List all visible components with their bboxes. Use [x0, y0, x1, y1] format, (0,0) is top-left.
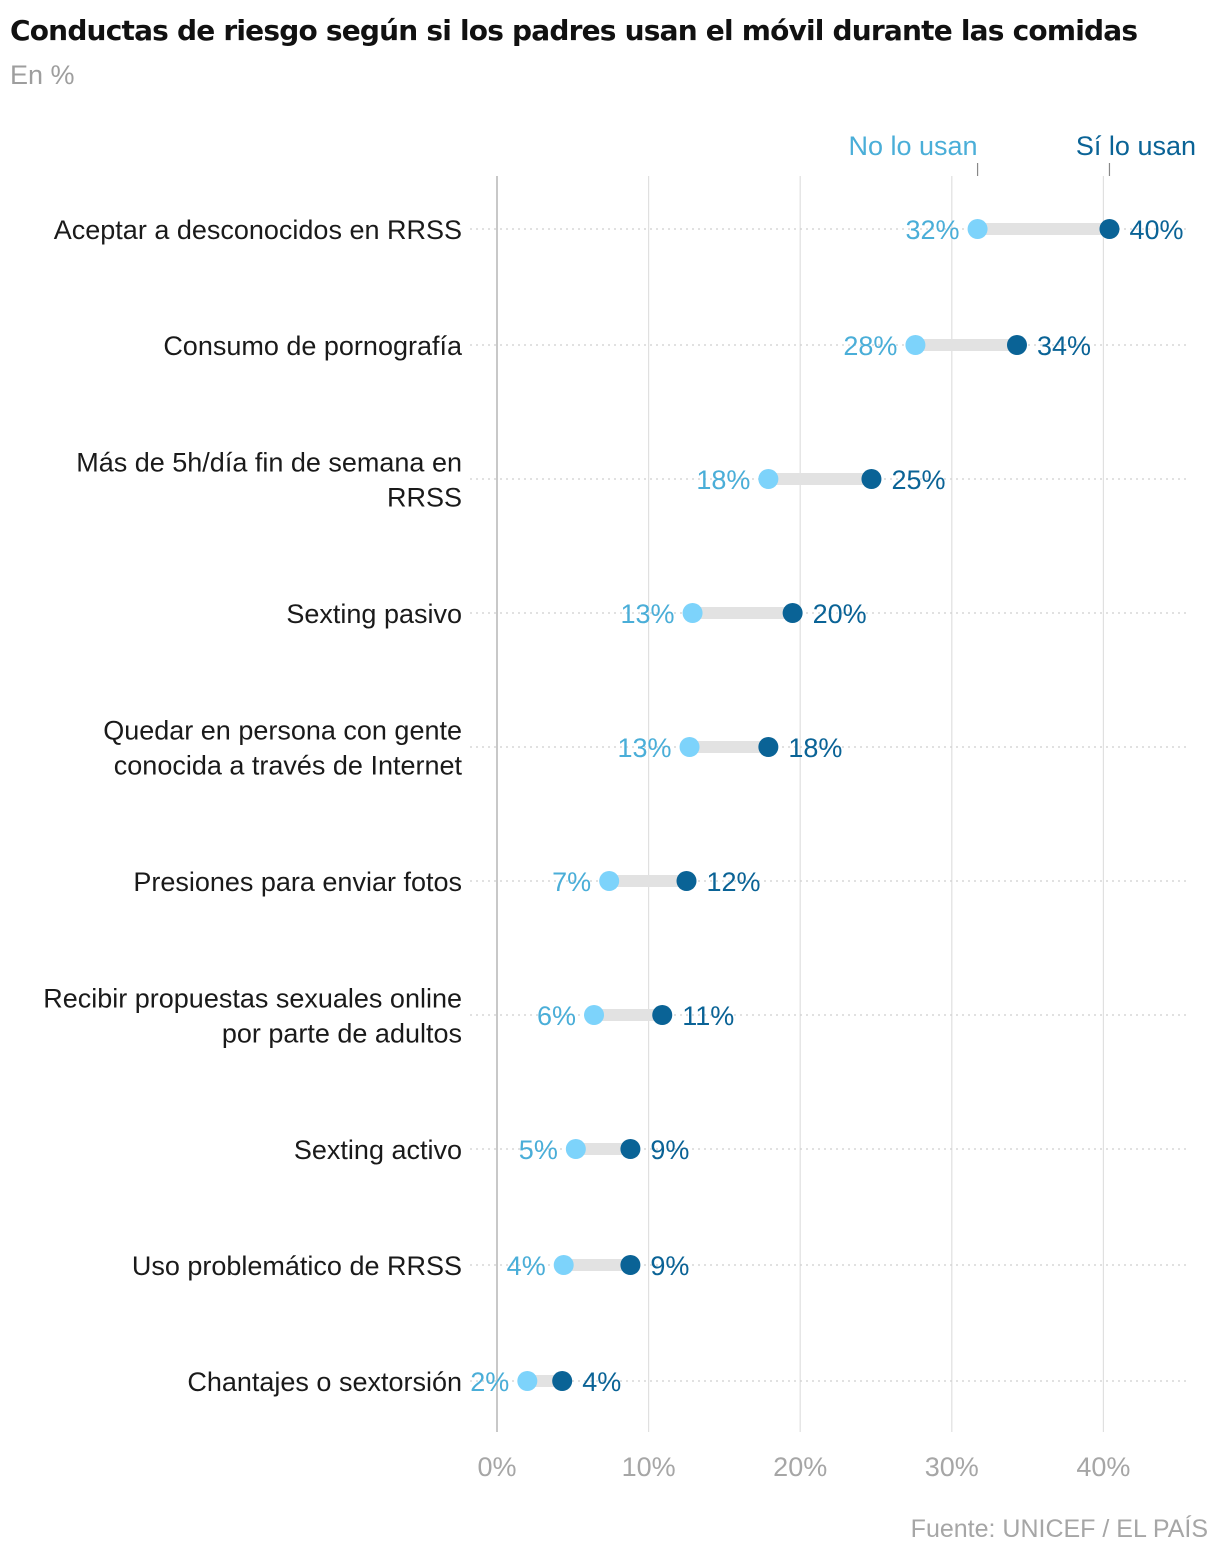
dumbbell-chart: 0% 10% 20% 30% 40% Aceptar a desconocidos en …	[43, 131, 1196, 1482]
value-label-si-lo-usan: 25%	[891, 465, 945, 495]
x-tick-label: 40%	[1076, 1452, 1130, 1482]
dot-no-lo-usan	[565, 1139, 586, 1159]
legend-si-lo-usan: Sí lo usan	[1076, 131, 1196, 161]
category-label: Sexting activo	[294, 1135, 462, 1165]
value-label-no-lo-usan: 2%	[470, 1367, 509, 1397]
value-label-si-lo-usan: 34%	[1037, 331, 1091, 361]
dot-no-lo-usan	[584, 1005, 605, 1025]
category-label: Chantajes o sextorsión	[187, 1367, 462, 1397]
dot-no-lo-usan	[553, 1255, 574, 1275]
dot-no-lo-usan	[905, 335, 926, 355]
value-label-si-lo-usan: 11%	[682, 1001, 734, 1031]
value-label-no-lo-usan: 28%	[843, 331, 897, 361]
value-label-no-lo-usan: 18%	[696, 465, 750, 495]
value-label-si-lo-usan: 18%	[788, 733, 842, 763]
value-label-si-lo-usan: 12%	[707, 867, 761, 897]
value-label-no-lo-usan: 13%	[621, 599, 675, 629]
value-label-si-lo-usan: 40%	[1129, 215, 1183, 245]
dot-si-lo-usan	[552, 1371, 573, 1391]
dot-si-lo-usan	[1099, 219, 1120, 239]
value-label-no-lo-usan: 4%	[507, 1251, 546, 1281]
dot-si-lo-usan	[861, 469, 882, 489]
category-label: Más de 5h/día fin de semana en	[76, 448, 462, 478]
value-label-no-lo-usan: 13%	[617, 733, 671, 763]
dot-no-lo-usan	[758, 469, 779, 489]
value-label-no-lo-usan: 6%	[537, 1001, 576, 1031]
chart-subtitle: En %	[10, 60, 75, 90]
dot-si-lo-usan	[1006, 335, 1027, 355]
legend-no-lo-usan: No lo usan	[848, 131, 977, 161]
category-label: Sexting pasivo	[286, 599, 462, 629]
category-label: Presiones para enviar fotos	[133, 867, 462, 897]
dot-si-lo-usan	[652, 1005, 673, 1025]
dot-no-lo-usan	[682, 603, 703, 623]
value-label-no-lo-usan: 7%	[552, 867, 591, 897]
category-label: RRSS	[387, 483, 462, 513]
chart-title: Conductas de riesgo según si los padres …	[10, 14, 1138, 47]
dot-no-lo-usan	[517, 1371, 538, 1391]
value-label-si-lo-usan: 4%	[582, 1367, 621, 1397]
dot-no-lo-usan	[599, 871, 620, 891]
dot-no-lo-usan	[967, 219, 988, 239]
value-label-no-lo-usan: 5%	[519, 1135, 558, 1165]
category-label: Aceptar a desconocidos en RRSS	[54, 215, 462, 245]
x-tick-label: 0%	[477, 1452, 516, 1482]
x-tick-label: 10%	[622, 1452, 676, 1482]
dot-si-lo-usan	[758, 737, 779, 757]
category-label: Quedar en persona con gente	[103, 716, 462, 746]
x-tick-label: 20%	[773, 1452, 827, 1482]
category-label: Consumo de pornografía	[163, 331, 463, 361]
category-label: conocida a través de Internet	[114, 751, 463, 781]
category-label: por parte de adultos	[222, 1019, 462, 1049]
category-label: Recibir propuestas sexuales online	[43, 984, 462, 1014]
x-tick-label: 30%	[925, 1452, 979, 1482]
value-label-si-lo-usan: 20%	[813, 599, 867, 629]
dot-si-lo-usan	[620, 1255, 641, 1275]
dot-si-lo-usan	[782, 603, 803, 623]
value-label-si-lo-usan: 9%	[650, 1135, 689, 1165]
dot-si-lo-usan	[620, 1139, 641, 1159]
value-label-no-lo-usan: 32%	[906, 215, 960, 245]
source-note: Fuente: UNICEF / EL PAÍS	[910, 1515, 1208, 1543]
dot-si-lo-usan	[676, 871, 697, 891]
value-label-si-lo-usan: 9%	[650, 1251, 689, 1281]
category-label: Uso problemático de RRSS	[132, 1251, 462, 1281]
dot-no-lo-usan	[679, 737, 700, 757]
